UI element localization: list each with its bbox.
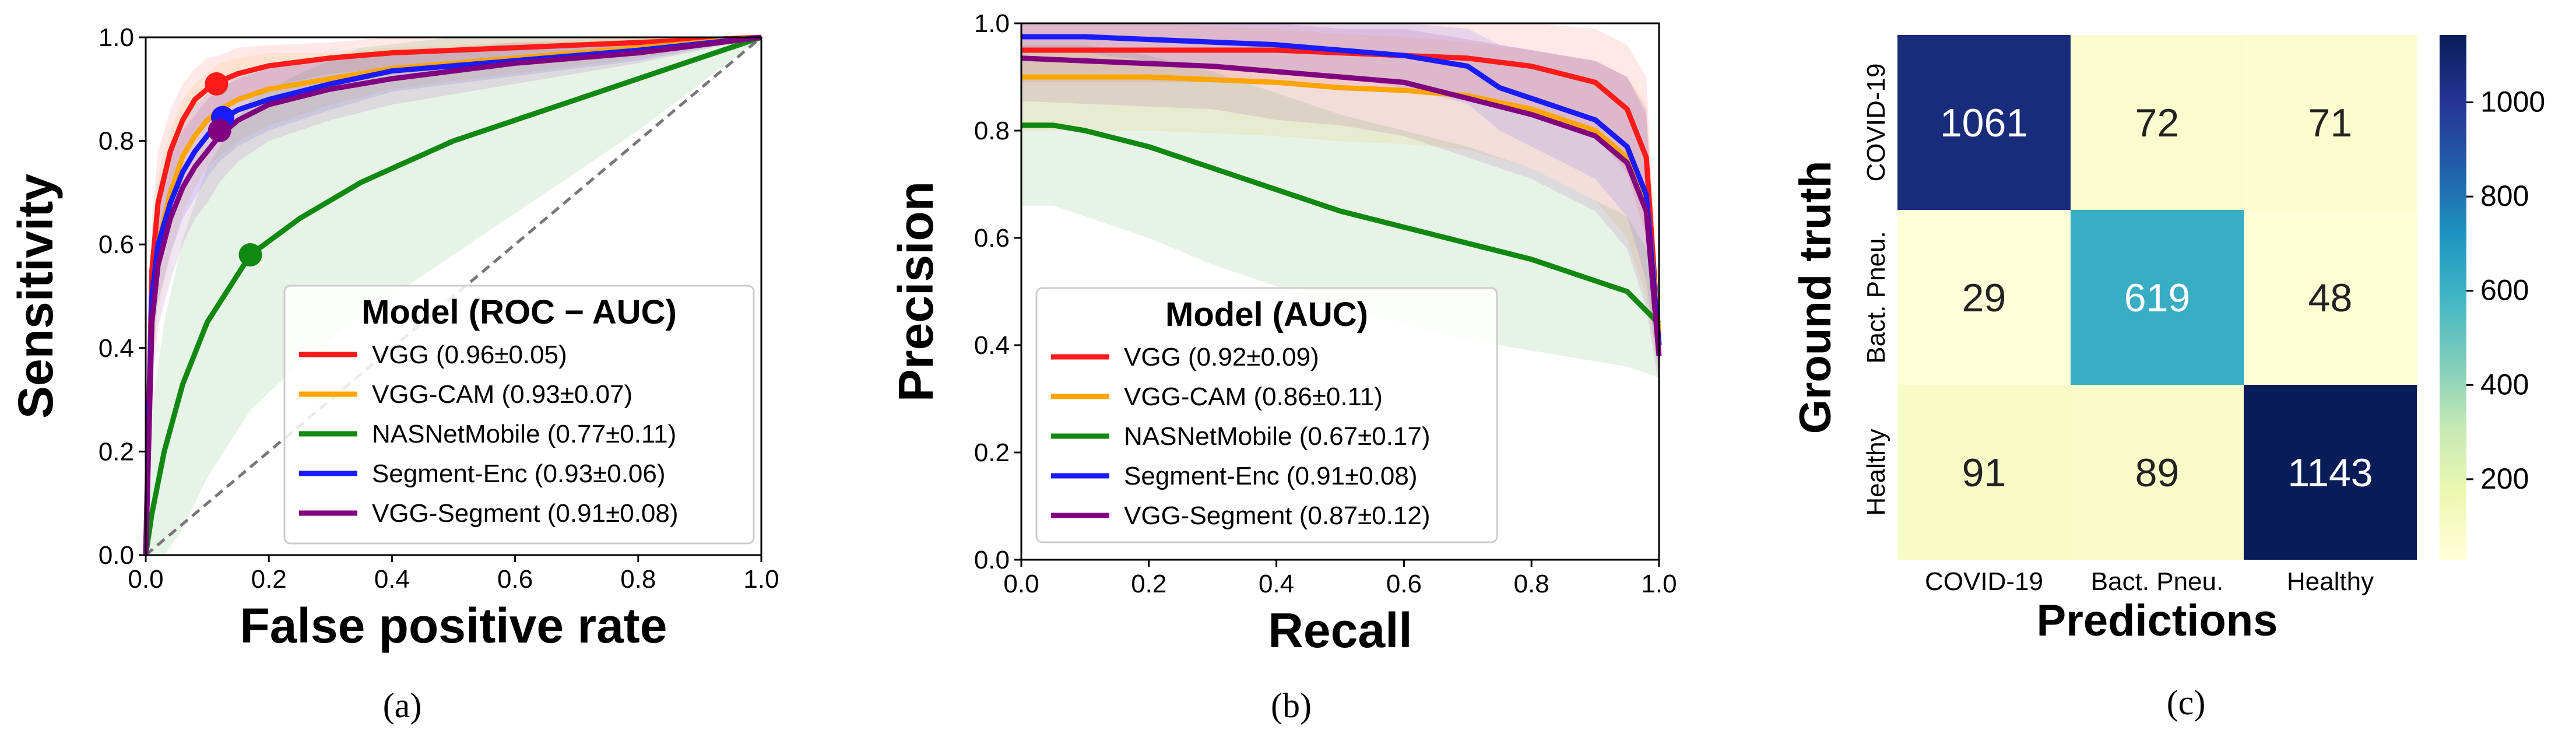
cell-value: 29 bbox=[1962, 276, 2006, 320]
x-tick-label: Healthy bbox=[2287, 567, 2374, 596]
band-nasnetmobile bbox=[146, 37, 761, 555]
colorbar-tick-label: 400 bbox=[2480, 368, 2529, 401]
x-tick-label: 0.8 bbox=[1514, 570, 1549, 598]
heatmap-cell bbox=[1897, 35, 2071, 210]
heatmap-cell bbox=[2071, 385, 2244, 560]
x-axis-label: Recall bbox=[1268, 603, 1412, 658]
x-tick-label: 0.0 bbox=[128, 565, 163, 594]
x-tick-label: 0.6 bbox=[1386, 570, 1422, 598]
legend-title: Model (ROC − AUC) bbox=[361, 293, 677, 331]
legend-entry-vgg-segment: VGG-Segment (0.87±0.12) bbox=[1124, 501, 1431, 530]
legend-entry-segment-enc: Segment-Enc (0.93±0.06) bbox=[372, 459, 666, 488]
legend-entry-vgg-cam: VGG-CAM (0.86±0.11) bbox=[1124, 382, 1383, 411]
heatmap-cell bbox=[2244, 210, 2417, 385]
legend-entry-vgg-segment: VGG-Segment (0.91±0.08) bbox=[372, 499, 679, 528]
legend: Model (ROC − AUC) VGG (0.96±0.05) VGG-CAM … bbox=[283, 285, 755, 545]
x-tick-label: 0.4 bbox=[1259, 570, 1294, 598]
legend-entry-segment-enc: Segment-Enc (0.91±0.08) bbox=[1124, 462, 1418, 490]
legend-box bbox=[283, 285, 755, 545]
band-vgg-segment bbox=[1021, 23, 1659, 388]
colorbar bbox=[2440, 35, 2466, 560]
cell-value: 619 bbox=[2124, 276, 2190, 320]
x-tick-label: 0.4 bbox=[374, 565, 410, 594]
y-axis-label: Ground truth bbox=[1791, 161, 1840, 434]
y-tick-label: 0.8 bbox=[99, 127, 134, 156]
legend-title: Model (AUC) bbox=[1165, 296, 1368, 334]
y-tick-label: 0.4 bbox=[99, 334, 134, 363]
y-axis-label: Sensitivity bbox=[8, 174, 63, 419]
legend-entry-nasnetmobile: NASNetMobile (0.77±0.11) bbox=[372, 420, 676, 448]
line-segment-enc bbox=[1021, 34, 1662, 346]
x-axis-label: False positive rate bbox=[240, 598, 667, 653]
y-axis-label: Precision bbox=[888, 181, 943, 402]
x-tick-label: 0.6 bbox=[497, 565, 533, 594]
heatmap-cell bbox=[2071, 210, 2244, 385]
heatmap-cell bbox=[2071, 35, 2244, 210]
marker-vgg bbox=[205, 72, 229, 96]
legend-entry-vgg: VGG (0.96±0.05) bbox=[372, 341, 567, 369]
y-tick-label: 1.0 bbox=[99, 23, 134, 52]
legend: Model (AUC) VGG (0.92±0.09) VGG-CAM (0.86±… bbox=[1035, 287, 1498, 543]
y-tick-label: 0.0 bbox=[974, 546, 1010, 574]
heatmap-cell bbox=[1897, 385, 2071, 560]
colorbar-tick-label: 800 bbox=[2480, 180, 2529, 212]
colorbar-tick-label: 200 bbox=[2480, 462, 2529, 495]
heatmap-cell bbox=[2244, 385, 2417, 560]
y-tick-label: Bact. Pneu. bbox=[1862, 231, 1890, 363]
line-vgg-segment bbox=[1021, 55, 1662, 356]
colorbar-tick-label: 1000 bbox=[2480, 86, 2545, 118]
legend-box bbox=[1035, 287, 1498, 543]
confusion-matrix-panel: 1061 72 71 29 619 48 91 89 1143 COVID-19 Bact. Pne… bbox=[1791, 35, 2545, 645]
y-tick-label: 0.8 bbox=[974, 117, 1010, 145]
line-nasnetmobile bbox=[143, 34, 762, 556]
caption-c: (c) bbox=[2167, 683, 2206, 722]
y-tick-label: Healthy bbox=[1862, 429, 1890, 515]
y-tick-label: 1.0 bbox=[974, 9, 1010, 38]
colorbar-tick-label: 600 bbox=[2480, 274, 2529, 307]
y-tick-label: 0.6 bbox=[974, 224, 1010, 252]
cell-value: 72 bbox=[2135, 101, 2180, 145]
x-tick-label: 1.0 bbox=[743, 565, 779, 594]
heatmap-cell bbox=[1897, 210, 2071, 385]
plot-frame bbox=[145, 36, 762, 556]
x-tick-label: 0.2 bbox=[251, 565, 287, 594]
x-axis-label: Predictions bbox=[2037, 596, 2278, 645]
band-segment-enc bbox=[1021, 23, 1659, 378]
y-tick-label: 0.4 bbox=[974, 331, 1010, 360]
heatmap-cell bbox=[2244, 35, 2417, 210]
legend-entry-vgg-cam: VGG-CAM (0.93±0.07) bbox=[372, 380, 632, 409]
x-tick-label: 0.2 bbox=[1131, 570, 1166, 598]
x-tick-label: Bact. Pneu. bbox=[2091, 567, 2223, 596]
cell-value: 89 bbox=[2135, 451, 2180, 495]
marker-nasnetmobile bbox=[238, 243, 262, 266]
x-tick-label: 0.8 bbox=[620, 565, 656, 594]
caption-a: (a) bbox=[383, 686, 422, 725]
marker-vgg-segment bbox=[208, 118, 231, 142]
x-tick-label: 1.0 bbox=[1641, 570, 1677, 598]
y-tick-label: 0.2 bbox=[974, 438, 1010, 467]
legend-entry-vgg: VGG (0.92±0.09) bbox=[1124, 343, 1319, 371]
y-tick-label: 0.0 bbox=[99, 541, 134, 570]
legend-entry-nasnetmobile: NASNetMobile (0.67±0.17) bbox=[1124, 422, 1431, 451]
precision-recall-panel: 0.0 0.2 0.4 0.6 0.8 1.0 0.0 0.2 0.4 0.6 0.8 1.0 Reca… bbox=[888, 9, 1677, 658]
cell-value: 1061 bbox=[1940, 101, 2028, 145]
line-nasnetmobile bbox=[1021, 122, 1661, 326]
y-tick-label: COVID-19 bbox=[1862, 64, 1890, 182]
plot-frame bbox=[1020, 22, 1660, 561]
band-vgg-cam bbox=[1021, 23, 1659, 378]
band-vgg bbox=[1021, 23, 1659, 372]
x-tick-label: COVID-19 bbox=[1925, 567, 2043, 596]
cell-value: 91 bbox=[1962, 451, 2006, 495]
caption-b: (b) bbox=[1271, 686, 1312, 725]
cell-value: 48 bbox=[2308, 276, 2353, 320]
cell-value: 71 bbox=[2308, 101, 2353, 145]
y-tick-label: 0.2 bbox=[99, 437, 134, 466]
x-tick-label: 0.0 bbox=[1003, 570, 1039, 598]
line-vgg-cam bbox=[1021, 74, 1662, 335]
roc-panel: 0.0 0.2 0.4 0.6 0.8 1.0 0.0 0.2 0.4 0.6 0.8 1.0 Fals… bbox=[8, 23, 779, 653]
y-tick-label: 0.6 bbox=[99, 230, 134, 259]
cell-value: 1143 bbox=[2287, 451, 2373, 495]
